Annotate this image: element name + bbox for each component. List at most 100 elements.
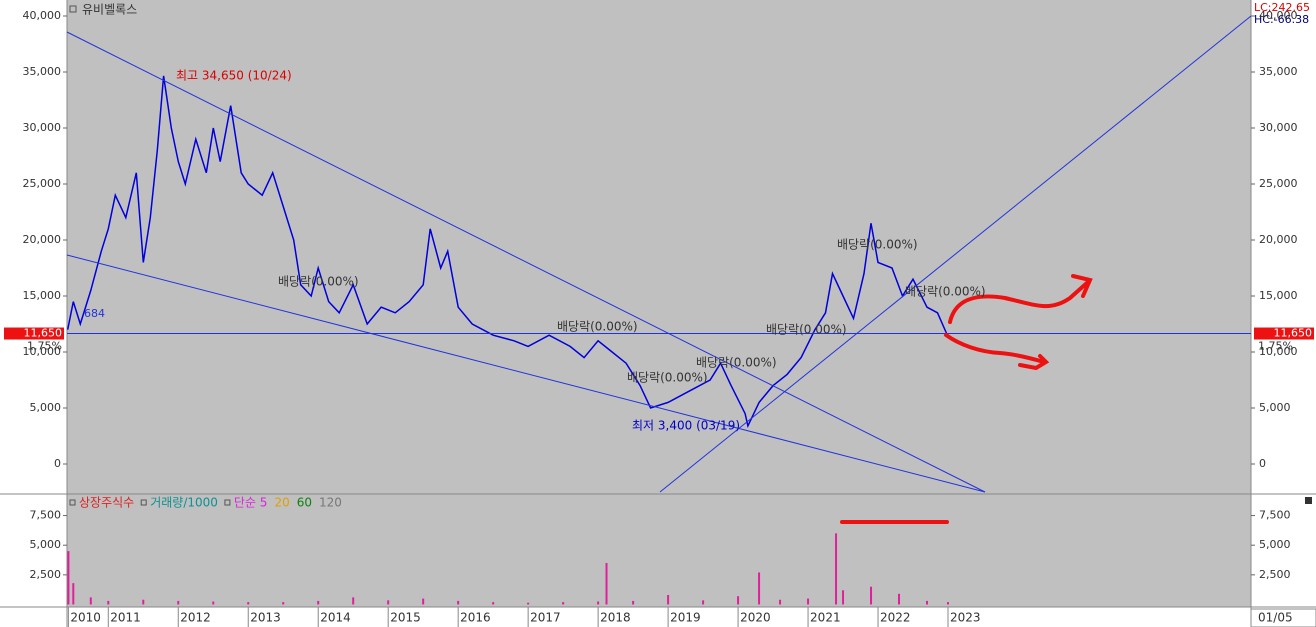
- dividend-label: 배당락(0.00%): [278, 275, 359, 289]
- y-tick-label: 15,000: [1259, 289, 1298, 302]
- legend-icon: [224, 499, 231, 506]
- volume-bar: [457, 600, 460, 605]
- volume-bar: [67, 551, 70, 605]
- dividend-label: 배당락(0.00%): [766, 323, 847, 337]
- volume-bar: [562, 602, 565, 605]
- y-tick-label: 0: [1259, 457, 1266, 470]
- close-button[interactable]: [1305, 497, 1312, 504]
- date-label: 01/05: [1258, 611, 1293, 625]
- y-tick-label: 7,500: [30, 509, 62, 522]
- volume-bar: [89, 597, 92, 605]
- trend-lines: [66, 15, 1252, 493]
- chart-title: 유비벨록스: [82, 3, 137, 17]
- drawn-arrow-head: [1018, 354, 1050, 371]
- x-tick-label: 2012: [180, 611, 211, 625]
- plot-area: [66, 75, 1251, 605]
- trend-line: [66, 31, 986, 493]
- price-box: [1254, 327, 1314, 340]
- volume-bar: [282, 602, 285, 605]
- volume-bar: [387, 600, 390, 605]
- y-tick-label: 20,000: [1259, 233, 1298, 246]
- y-tick-label: 35,000: [1259, 65, 1298, 78]
- x-tick-label: 2016: [460, 611, 491, 625]
- x-tick-label: 2020: [740, 611, 771, 625]
- dividend-label: 배당락(0.00%): [627, 371, 708, 385]
- high-label: 최고 34,650 (10/24): [176, 68, 292, 82]
- indicator-label: HC:-66.38: [1254, 13, 1309, 26]
- volume-bar: [842, 590, 845, 605]
- x-tick-label: 2021: [810, 611, 841, 625]
- x-tick-label: 2011: [110, 611, 141, 625]
- volume-bar: [702, 600, 705, 605]
- y-tick-label: 20,000: [23, 233, 62, 246]
- volume-bar: [926, 600, 929, 605]
- legend-label: 거래량/1000: [150, 496, 218, 510]
- volume-bar: [107, 600, 110, 605]
- volume-bar: [737, 596, 740, 605]
- plot-background: [67, 0, 1251, 607]
- drawn-arrow: [948, 280, 1090, 324]
- y-tick-label: 10,000: [23, 345, 62, 358]
- y-tick-label: 25,000: [1259, 177, 1298, 190]
- volume-bar: [142, 599, 145, 605]
- dividend-label: 배당락(0.00%): [557, 320, 638, 334]
- legend-icon: [69, 499, 76, 506]
- volume-bar: [527, 602, 530, 605]
- legend-icon: [140, 499, 147, 506]
- x-tick-label: 2010: [70, 611, 101, 625]
- y-tick-label: 7,500: [1259, 509, 1291, 522]
- legend-label: 60: [297, 496, 312, 510]
- indicator-label: LC:242.65: [1254, 1, 1310, 14]
- legend-label: 20: [274, 496, 289, 510]
- y-tick-label: 2,500: [1259, 568, 1291, 581]
- legend-label: 120: [319, 496, 342, 510]
- y-tick-label: 10,000: [1259, 345, 1298, 358]
- change-label: 1.75%: [1258, 340, 1293, 353]
- y-tick-label: 5,000: [30, 538, 62, 551]
- trend-line: [659, 15, 1252, 493]
- current-price-label: 11,650: [1274, 327, 1313, 340]
- y-tick-label: 30,000: [1259, 121, 1298, 134]
- price-line: [66, 75, 948, 429]
- trend-line: [66, 254, 986, 493]
- volume-bar: [247, 602, 250, 605]
- x-tick-label: 2019: [670, 611, 701, 625]
- volume-bar: [177, 600, 180, 605]
- change-label: 1.75%: [27, 340, 62, 353]
- volume-bar: [597, 601, 600, 605]
- y-tick-label: 5,000: [1259, 401, 1291, 414]
- date-box: [1250, 608, 1316, 627]
- volume-bar: [667, 595, 670, 605]
- drawn-arrow: [944, 333, 1046, 364]
- current-price-label: 11,650: [24, 327, 63, 340]
- volume-bar: [212, 601, 215, 605]
- volume-bar: [779, 599, 782, 605]
- y-tick-label: 5,000: [30, 401, 62, 414]
- y-tick-label: 2,500: [30, 568, 62, 581]
- x-tick-label: 2013: [250, 611, 281, 625]
- partial-label: 684: [84, 307, 105, 320]
- drawn-arrow-head: [1071, 274, 1093, 298]
- volume-bar: [492, 602, 495, 605]
- x-tick-label: 2014: [320, 611, 351, 625]
- volume-bar: [898, 593, 901, 605]
- volume-bar: [835, 533, 838, 605]
- dividend-label: 배당락(0.00%): [837, 238, 918, 252]
- low-label: 최저 3,400 (03/19): [632, 418, 740, 432]
- y-tick-label: 15,000: [23, 289, 62, 302]
- x-tick-label: 2015: [390, 611, 421, 625]
- y-tick-label: 0: [54, 457, 61, 470]
- y-tick-label: 40,000: [1259, 9, 1298, 22]
- y-tick-label: 25,000: [23, 177, 62, 190]
- x-tick-label: 2022: [880, 611, 911, 625]
- volume-bar: [352, 597, 355, 605]
- volume-bar: [807, 598, 810, 605]
- price-box: [4, 327, 64, 340]
- volume-bar: [870, 586, 873, 605]
- volume-bar: [422, 598, 425, 605]
- volume-bar: [632, 600, 635, 605]
- volume-bar: [758, 572, 761, 605]
- x-tick-label: 2017: [530, 611, 561, 625]
- y-tick-label: 35,000: [23, 65, 62, 78]
